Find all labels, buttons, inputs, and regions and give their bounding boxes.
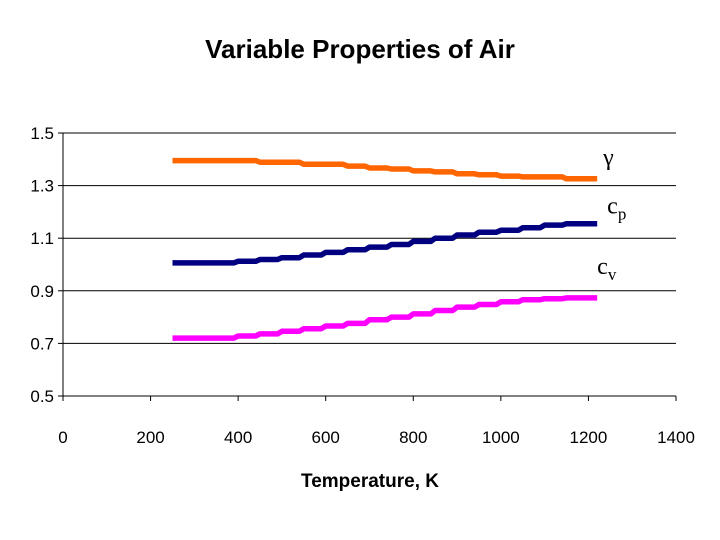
y-tick-label: 1.5 — [30, 124, 54, 143]
series-label-cp: cp — [607, 194, 626, 224]
x-tick-label: 0 — [58, 428, 67, 447]
gridlines — [63, 132, 676, 397]
x-tick-label: 400 — [224, 428, 252, 447]
series-line-cp — [172, 220, 599, 266]
y-tick-label: 0.5 — [30, 387, 54, 406]
y-tick-labels: 0.5 0.7 0.9 1.1 1.3 1.5 — [30, 124, 54, 406]
y-tick-label: 0.7 — [30, 334, 54, 353]
y-tick-label: 1.1 — [30, 229, 54, 248]
series-label-gamma: γ — [602, 145, 614, 171]
y-tick-label: 0.9 — [30, 282, 54, 301]
x-tick-label: 1000 — [482, 428, 520, 447]
y-tick-label: 1.3 — [30, 177, 54, 196]
axes — [58, 132, 677, 401]
series-label-cv: cv — [597, 254, 617, 284]
x-axis-title: Temperature, K — [301, 471, 439, 492]
series-line-gamma — [172, 157, 599, 182]
series-line-cv — [172, 295, 599, 341]
series-labels: γ cp cv — [597, 145, 626, 284]
series-lines — [172, 157, 599, 341]
x-tick-label: 600 — [312, 428, 340, 447]
x-tick-label: 800 — [399, 428, 427, 447]
x-tick-label: 1200 — [570, 428, 608, 447]
chart-title: Variable Properties of Air — [205, 34, 515, 64]
x-tick-labels: 0 200 400 600 800 1000 1200 1400 — [58, 428, 695, 447]
x-tick-label: 1400 — [657, 428, 695, 447]
x-tick-label: 200 — [136, 428, 164, 447]
